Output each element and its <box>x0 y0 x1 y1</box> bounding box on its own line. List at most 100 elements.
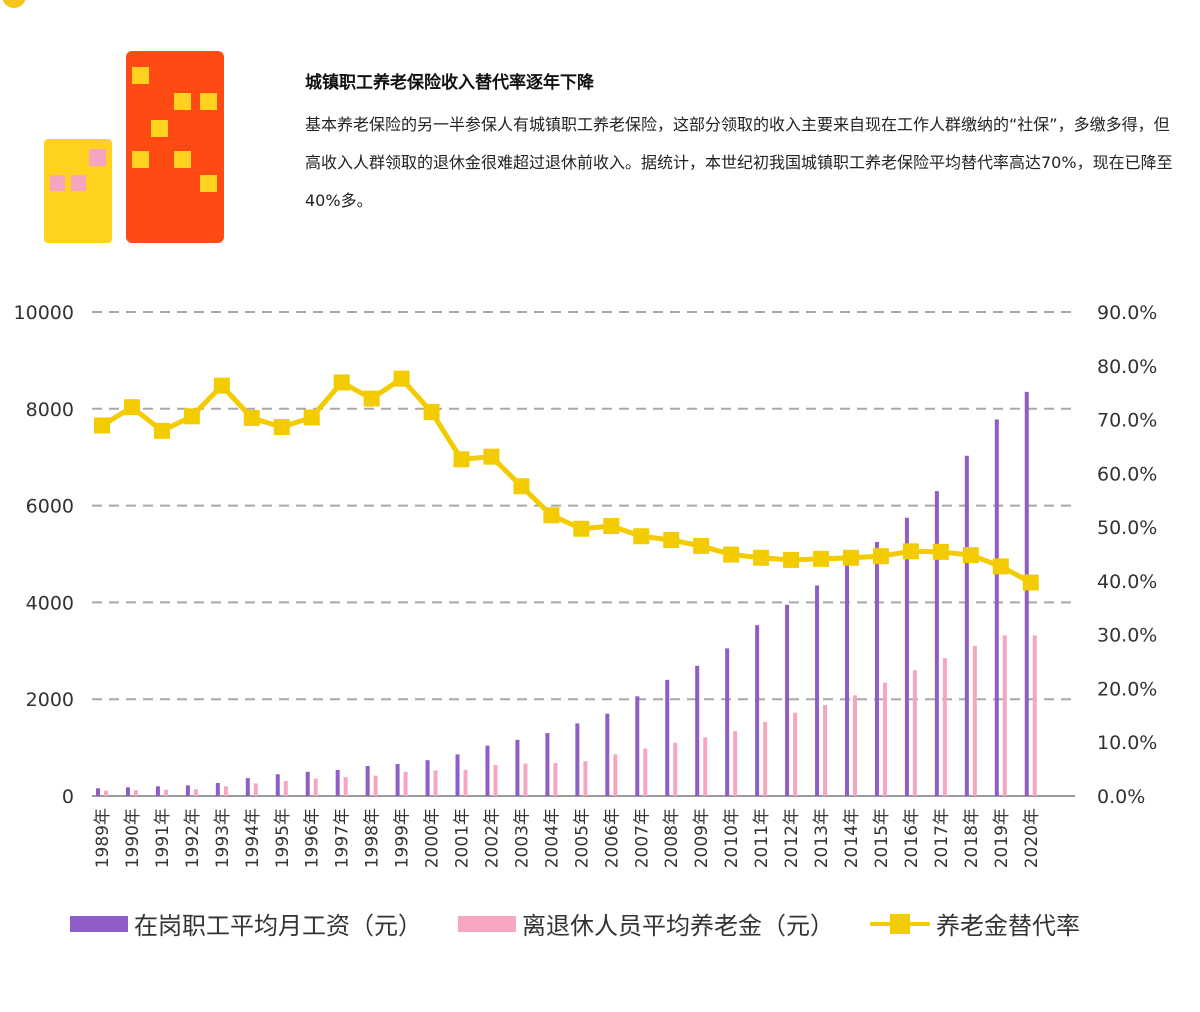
point-rate <box>902 543 919 560</box>
bar-pension <box>972 645 977 796</box>
bar-pension <box>193 789 198 796</box>
window-icon <box>174 151 191 168</box>
article-body: 基本养老保险的另一半参保人有城镇职工养老保险，这部分领取的收入主要来自现在工作人… <box>305 115 1173 210</box>
y-tick-label: 0 <box>62 786 74 808</box>
bar-wage <box>575 723 580 796</box>
window-icon <box>132 67 149 84</box>
point-rate <box>633 528 650 545</box>
window-icon <box>89 149 106 166</box>
point-rate <box>333 374 350 391</box>
bar-pension <box>463 769 468 796</box>
y2-tick-label: 10.0% <box>1097 732 1157 754</box>
bar-wage <box>335 769 340 796</box>
legend-label-rate: 养老金替代率 <box>936 912 1080 940</box>
x-tick-label: 1999年 <box>393 808 413 868</box>
x-tick-label: 2016年 <box>902 808 922 868</box>
x-tick-label: 2006年 <box>602 808 622 868</box>
point-rate <box>183 408 200 425</box>
bar-pension <box>163 789 168 796</box>
bar-pension <box>343 777 348 796</box>
point-rate <box>243 409 260 426</box>
legend-item-pension: 离退休人员平均养老金（元） <box>458 906 834 941</box>
bar-wage <box>785 604 790 796</box>
bar-wage <box>665 679 670 796</box>
x-tick-label: 2013年 <box>812 808 832 868</box>
legend-swatch-wage <box>70 915 128 932</box>
x-tick-label: 2005年 <box>572 808 592 868</box>
window-icon <box>50 175 65 191</box>
point-rate <box>213 377 230 394</box>
x-tick-label: 1996年 <box>303 808 323 868</box>
bar-pension <box>373 775 378 796</box>
y2-tick-label: 90.0% <box>1097 302 1157 324</box>
point-rate <box>1022 574 1039 591</box>
point-rate <box>962 547 979 564</box>
x-tick-label: 2002年 <box>482 808 502 868</box>
legend-swatch-rate <box>870 913 930 935</box>
x-tick-label: 2018年 <box>962 808 982 868</box>
x-tick-label: 1998年 <box>363 808 383 868</box>
x-tick-label: 1997年 <box>333 808 353 868</box>
bar-wage <box>605 713 610 796</box>
point-rate <box>153 422 170 439</box>
bar-wage <box>365 765 370 796</box>
point-rate <box>753 549 770 566</box>
y2-tick-label: 50.0% <box>1097 517 1157 539</box>
bar-pension <box>613 754 618 796</box>
bar-pension <box>763 721 768 796</box>
bar-pension <box>882 682 887 796</box>
y-tick-label: 6000 <box>26 496 74 518</box>
x-tick-label: 1989年 <box>93 808 113 868</box>
point-rate <box>94 417 110 434</box>
legend-item-wage: 在岗职工平均月工资（元） <box>70 906 422 941</box>
bar-wage <box>725 648 730 796</box>
point-rate <box>723 546 740 563</box>
corner-decoration <box>2 0 26 8</box>
legend-item-rate: 养老金替代率 <box>870 906 1080 941</box>
article-text: 城镇职工养老保险收入替代率逐年下降 基本养老保险的另一半参保人有城镇职工养老保险… <box>305 66 1185 220</box>
x-tick-label: 2011年 <box>752 808 772 868</box>
y-tick-label: 4000 <box>26 592 74 614</box>
bar-wage <box>755 625 760 796</box>
window-icon <box>200 93 217 110</box>
bar-wage <box>994 419 999 796</box>
x-tick-label: 1990年 <box>123 808 143 868</box>
x-tick-label: 2019年 <box>992 808 1012 868</box>
bar-wage <box>275 774 280 796</box>
bar-pension <box>104 790 108 796</box>
article-heading: 城镇职工养老保险收入替代率逐年下降 <box>305 73 594 93</box>
x-tick-label: 1995年 <box>273 808 293 868</box>
y2-tick-label: 0.0% <box>1097 786 1145 808</box>
chart-legend: 在岗职工平均月工资（元） 离退休人员平均养老金（元） 养老金替代率 <box>70 906 1116 941</box>
bar-pension <box>553 763 558 796</box>
bar-pension <box>403 771 408 796</box>
y-tick-label: 2000 <box>26 689 74 711</box>
bar-wage <box>635 696 640 796</box>
legend-label-pension: 离退休人员平均养老金（元） <box>522 912 834 940</box>
bar-wage <box>305 771 310 796</box>
point-rate <box>992 558 1009 575</box>
bar-wage <box>245 778 250 796</box>
bar-pension <box>493 765 498 796</box>
window-icon <box>71 175 86 191</box>
x-tick-label: 2000年 <box>423 808 443 868</box>
bar-pension <box>703 737 708 796</box>
bar-pension <box>523 763 528 796</box>
y2-tick-label: 60.0% <box>1097 463 1157 485</box>
x-tick-label: 2008年 <box>662 808 682 868</box>
bar-wage <box>515 739 520 796</box>
point-rate <box>932 543 949 560</box>
point-rate <box>123 399 140 416</box>
window-icon <box>174 93 191 110</box>
x-tick-label: 1992年 <box>183 808 203 868</box>
y2-tick-label: 40.0% <box>1097 571 1157 593</box>
x-tick-label: 2017年 <box>932 808 952 868</box>
point-rate <box>543 507 560 524</box>
point-rate <box>603 518 620 535</box>
legend-swatch-pension <box>458 915 516 932</box>
point-rate <box>872 548 889 565</box>
window-icon <box>132 151 149 168</box>
point-rate <box>483 448 500 465</box>
x-tick-label: 2020年 <box>1022 808 1042 868</box>
bar-wage <box>695 665 700 796</box>
